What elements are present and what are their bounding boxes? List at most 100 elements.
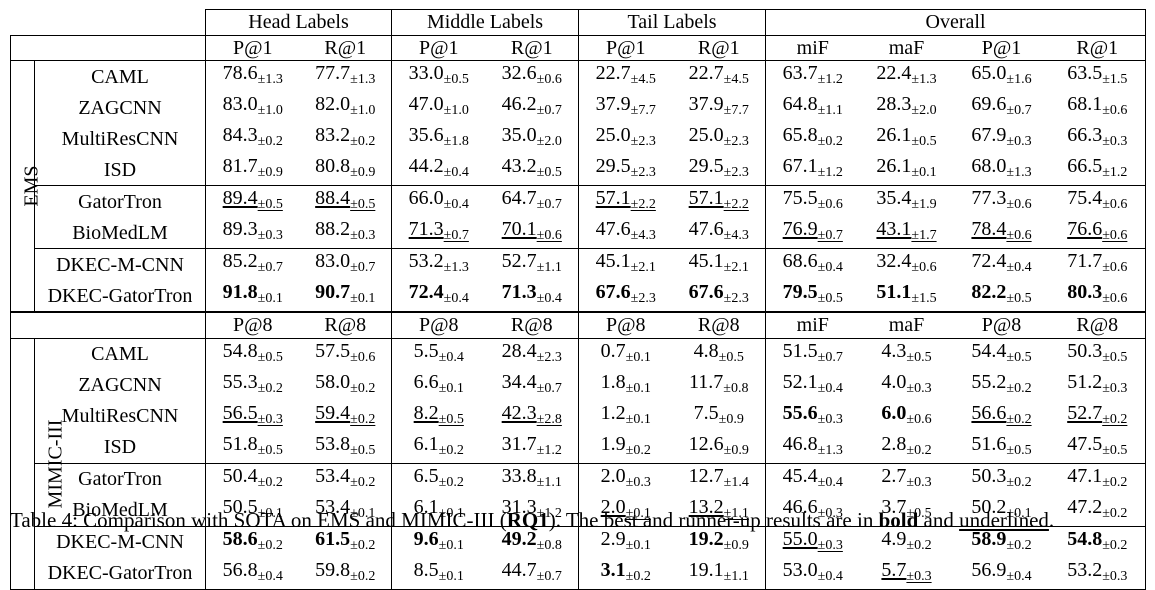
metric-mean: 4.0 [881,370,907,393]
metric-mean: 76.6 [1067,218,1103,241]
metric-header: R@1 [485,34,579,61]
metric-mean: 19.2 [688,527,724,550]
metric-mean: 84.3 [222,124,258,147]
metric-cell: 50.4±0.2 [205,462,300,495]
metric-std: ±0.2 [350,411,376,427]
metric-mean: 6.0 [881,401,907,424]
metric-cell: 51.2±0.3 [1049,369,1147,401]
metric-header: miF [765,34,860,61]
metric-mean: 66.0 [408,187,444,210]
metric-cell: 47.0±1.0 [391,92,486,124]
metric-cell: 71.3±0.4 [485,280,579,313]
metric-mean: 47.0 [408,93,444,116]
metric-mean: 88.2 [315,218,351,241]
metric-std: ±0.7 [1006,103,1032,119]
metric-mean: 56.8 [222,558,258,581]
metric-std: ±0.7 [257,260,283,276]
metric-header: R@1 [672,34,766,61]
metric-mean: 12.7 [688,464,724,487]
metric-std: ±0.7 [817,349,843,365]
metric-std: ±0.2 [906,537,932,553]
metric-mean: 2.8 [881,432,907,455]
metric-cell: 52.7±0.2 [1049,400,1147,432]
metric-cell: 77.3±0.6 [953,185,1050,218]
metric-cell: 51.8±0.5 [205,431,300,464]
metric-mean: 4.3 [881,339,907,362]
metric-mean: 52.1 [782,370,818,393]
table-row: BioMedLM 50.5±0.1 53.4±0.1 6.1±0.1 31.3±1.2 2… [11,494,1147,527]
metric-std: ±0.5 [718,349,744,365]
metric-mean: 44.7 [501,558,537,581]
metric-cell: 80.8±0.9 [300,154,392,186]
metric-cell: 53.4±0.2 [299,462,392,495]
metric-header: P@1 [578,34,673,61]
metric-mean: 26.1 [876,124,912,147]
model-name: ZAGCNN [34,369,206,401]
metric-cell: 53.2±1.3 [391,248,486,281]
metric-std: ±1.6 [1006,72,1032,88]
metric-std: ±1.1 [536,260,562,276]
metric-std: ±2.8 [536,411,562,427]
metric-std: ±1.8 [443,134,469,150]
metric-mean: 56.5 [222,401,258,424]
table-row: MultiResCNN 84.3±0.2 83.2±0.2 35.6±1.8 35.0±… [11,123,1147,155]
metric-cell: 22.7±4.5 [578,60,673,93]
metric-cell: 3.7±0.5 [860,495,954,527]
metric-cell: 54.8±0.2 [1049,525,1147,558]
metric-std: ±0.5 [906,505,932,521]
metric-std: ±0.3 [257,411,283,427]
metric-std: ±0.1 [625,537,651,553]
metric-cell: 71.3±0.7 [391,217,486,249]
metric-mean: 57.5 [315,339,351,362]
model-name: GatorTron [34,462,206,495]
metric-std: ±0.5 [350,442,376,458]
metric-mean: 77.7 [315,62,351,85]
metric-std: ±0.9 [257,165,283,181]
metric-mean: 88.4 [315,187,351,210]
metric-cell: 82.0±1.0 [300,92,392,123]
metric-cell: 64.8±1.1 [765,92,860,124]
metric-mean: 50.3 [1067,339,1103,362]
metric-mean: 29.5 [595,155,631,178]
metric-mean: 19.1 [688,558,724,581]
table-row: GatorTron 50.4±0.2 53.4±0.2 6.5±0.2 33.8±1.1… [11,462,1147,495]
metric-cell: 68.1±0.6 [1049,92,1147,124]
metric-cell: 4.3±0.5 [859,337,954,370]
metric-cell: 53.0±0.4 [765,557,860,590]
metric-std: ±0.3 [1102,568,1128,584]
metric-cell: 50.5±0.1 [205,494,300,527]
metric-std: ±0.5 [536,165,562,181]
metric-std: ±0.2 [257,537,283,553]
metric-cell: 71.7±0.6 [1049,248,1147,281]
metric-mean: 52.7 [501,250,537,273]
metric-std: ±0.2 [1102,537,1128,553]
metric-mean: 6.5 [413,464,439,487]
metric-mean: 55.3 [222,370,258,393]
model-name: ZAGCNN [34,92,206,124]
metric-cell: 75.4±0.6 [1049,185,1147,218]
metric-std: ±0.2 [257,380,283,396]
metric-cell: 32.6±0.6 [485,60,579,93]
metric-std: ±0.3 [257,228,283,244]
metric-cell: 6.5±0.2 [391,462,486,495]
metric-mean: 35.6 [408,124,444,147]
metric-cell: 47.6±4.3 [673,217,766,249]
metric-std: ±0.2 [817,134,843,150]
metric-mean: 5.7 [881,558,907,581]
metric-std: ±0.1 [625,411,651,427]
metric-std: ±0.5 [1006,349,1032,365]
metric-cell: 6.1±0.2 [391,431,486,464]
metric-mean: 72.4 [408,281,444,304]
metric-cell: 64.7±0.7 [485,185,579,218]
metric-mean: 34.4 [501,370,537,393]
metric-std: ±0.4 [443,291,469,307]
metric-std: ±0.5 [350,197,376,213]
metric-mean: 91.8 [222,281,258,304]
metric-std: ±0.1 [257,291,283,307]
metric-cell: 33.0±0.5 [391,60,486,93]
metric-mean: 54.4 [971,339,1007,362]
metric-mean: 67.1 [782,155,818,178]
metric-mean: 89.4 [222,187,258,210]
metric-cell: 7.5±0.9 [673,401,766,432]
caption-underlined-word: underlined [959,508,1049,532]
